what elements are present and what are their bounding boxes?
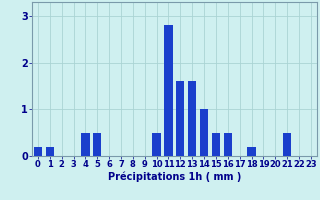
Bar	[212, 133, 220, 156]
Bar	[34, 147, 42, 156]
Bar	[200, 109, 208, 156]
Bar	[224, 133, 232, 156]
Bar	[283, 133, 291, 156]
Bar	[247, 147, 256, 156]
Bar	[152, 133, 161, 156]
Bar	[81, 133, 90, 156]
Bar	[176, 81, 185, 156]
Bar	[93, 133, 101, 156]
X-axis label: Précipitations 1h ( mm ): Précipitations 1h ( mm )	[108, 172, 241, 182]
Bar	[164, 25, 172, 156]
Bar	[188, 81, 196, 156]
Bar	[46, 147, 54, 156]
